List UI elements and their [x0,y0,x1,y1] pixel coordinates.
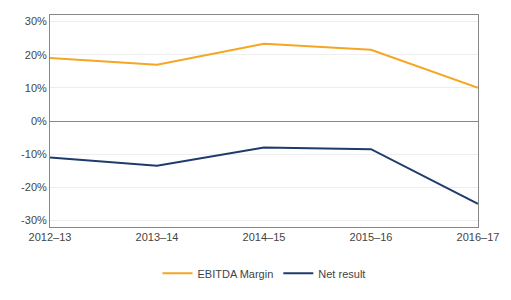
svg-text:2014–15: 2014–15 [243,231,286,243]
svg-text:Net result: Net result [318,268,365,280]
svg-text:0%: 0% [31,115,47,127]
svg-text:2016–17: 2016–17 [457,231,500,243]
svg-text:2015–16: 2015–16 [350,231,393,243]
svg-text:10%: 10% [25,82,47,94]
svg-text:2012–13: 2012–13 [29,231,72,243]
svg-text:-10%: -10% [21,148,47,160]
svg-text:20%: 20% [25,49,47,61]
svg-text:-30%: -30% [21,214,47,226]
svg-text:30%: 30% [25,15,47,27]
svg-text:EBITDA Margin: EBITDA Margin [198,268,274,280]
svg-text:2013–14: 2013–14 [136,231,179,243]
svg-text:-20%: -20% [21,181,47,193]
